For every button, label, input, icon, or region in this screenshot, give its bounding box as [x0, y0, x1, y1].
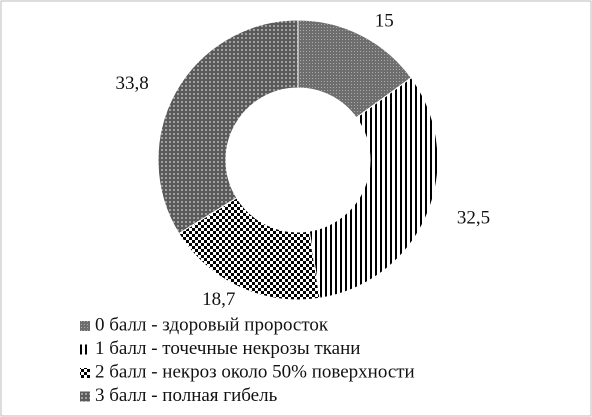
- legend-swatch: [80, 344, 90, 355]
- legend-swatch: [80, 368, 90, 378]
- legend-label: 3 балл - полная гибель: [95, 385, 278, 406]
- donut-segment: [308, 77, 439, 299]
- legend-label: 1 балл - точечные некрозы ткани: [95, 338, 360, 359]
- data-label: 32,5: [457, 208, 490, 229]
- legend-label: 0 балл - здоровый проросток: [95, 314, 329, 335]
- data-label: 15: [375, 10, 394, 31]
- donut-segment: [178, 197, 321, 301]
- data-label: 18,7: [202, 289, 235, 310]
- donut-segment: [157, 19, 299, 235]
- legend-swatch: [80, 391, 90, 402]
- legend-label: 2 балл - некроз около 50% поверхности: [95, 361, 415, 382]
- legend-swatch: [80, 321, 90, 331]
- data-label: 33,8: [115, 73, 148, 94]
